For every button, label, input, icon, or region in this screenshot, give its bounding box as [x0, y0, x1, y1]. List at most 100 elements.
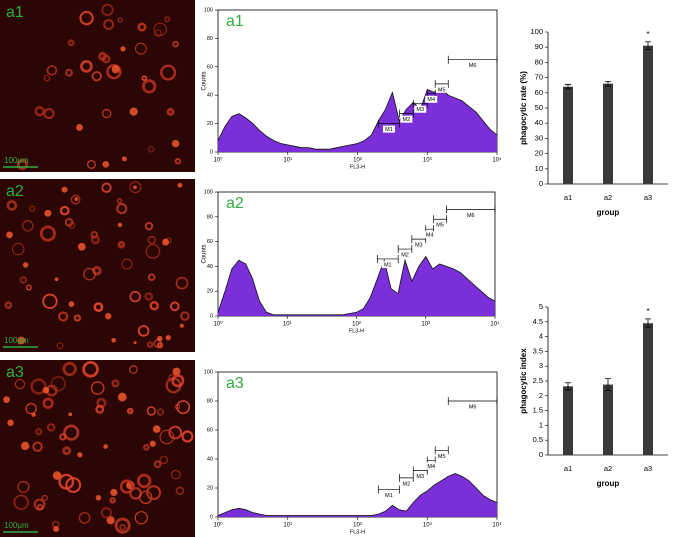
cell-core — [77, 242, 86, 251]
cell — [156, 408, 165, 416]
cell — [73, 314, 82, 322]
gate-label-bg — [425, 462, 438, 470]
cell — [129, 181, 142, 194]
cell — [159, 455, 169, 465]
gate-marker — [399, 473, 414, 482]
y-tick-label: 20 — [535, 149, 543, 158]
cell-core — [74, 197, 79, 201]
cell — [30, 378, 47, 395]
cell-core — [42, 386, 50, 394]
cell — [13, 494, 29, 511]
cell — [172, 40, 179, 48]
cell — [56, 342, 64, 350]
gate-marker — [397, 245, 413, 254]
y-tick-label: 100 — [204, 189, 213, 195]
cell-core — [52, 471, 62, 480]
cell-core — [21, 441, 30, 451]
area-fill — [218, 473, 497, 517]
micrograph — [0, 360, 195, 537]
area-fill — [218, 256, 495, 316]
significance-mark: * — [646, 307, 649, 316]
cell — [176, 400, 191, 414]
gate-label-bg — [382, 125, 395, 133]
cell — [25, 284, 32, 291]
gate-marker — [446, 205, 496, 214]
micrograph-background — [0, 0, 195, 172]
cell-core — [152, 425, 161, 433]
cell — [119, 479, 135, 494]
error-bar — [565, 84, 571, 90]
x-tick-label: 10³ — [423, 523, 432, 529]
y-tick-label: 90 — [535, 42, 543, 51]
cell — [39, 225, 56, 242]
cell — [80, 59, 93, 73]
y-tick-label: 2.5 — [533, 376, 543, 385]
gate-label-bg — [466, 403, 479, 410]
gate-marker — [399, 109, 414, 118]
cell — [143, 444, 150, 451]
cell-core — [3, 396, 10, 403]
y-tick-label: 20 — [207, 121, 213, 127]
micrograph — [0, 179, 195, 352]
cell-core — [106, 516, 115, 525]
gate-marker — [376, 254, 399, 263]
y-tick-label: 100 — [530, 27, 543, 36]
cell — [174, 157, 182, 165]
cell — [181, 430, 194, 443]
y-tick-label: 60 — [535, 88, 543, 97]
cell-core — [172, 367, 181, 376]
y-tick-label: 20 — [207, 289, 213, 295]
cell — [58, 473, 75, 490]
gate-marker — [378, 485, 400, 494]
gate-label-bg — [414, 472, 427, 480]
x-tick-label: 10⁰ — [213, 321, 223, 328]
cell — [175, 486, 185, 496]
y-tick-label: 50 — [535, 103, 543, 112]
cell — [153, 22, 168, 37]
cell — [46, 65, 58, 76]
y-axis-label: Counts — [202, 71, 208, 90]
gate-label: M4 — [427, 464, 435, 470]
cell — [166, 107, 175, 116]
micrograph — [0, 0, 195, 172]
cell — [159, 429, 175, 445]
cell — [17, 480, 30, 493]
cell — [90, 381, 105, 395]
bar — [563, 386, 573, 455]
gate-label: M1 — [385, 493, 393, 499]
x-axis-label: FL3-H — [350, 164, 365, 170]
cell — [109, 496, 116, 504]
cell-core — [31, 412, 36, 417]
x-axis-label: FL3-H — [350, 529, 365, 535]
cell — [91, 71, 102, 82]
y-tick-label: 0.5 — [533, 435, 543, 444]
gate-label: M1 — [385, 127, 393, 133]
y-tick-label: 40 — [207, 264, 213, 270]
gate-label: M5 — [438, 454, 446, 460]
gate-marker — [378, 119, 400, 128]
y-tick-label: 70 — [535, 73, 543, 82]
y-tick-label: 100 — [204, 369, 213, 375]
y-axis-label: phagocytic rate (%) — [519, 71, 528, 145]
cell — [14, 378, 26, 390]
cell — [79, 10, 94, 26]
gate-label: M2 — [401, 252, 409, 258]
cell — [101, 182, 112, 193]
cell-core — [171, 139, 180, 148]
x-tick-label: 10¹ — [283, 158, 292, 164]
cell — [29, 205, 36, 212]
cell — [144, 292, 154, 301]
gate-label-bg — [381, 260, 394, 268]
cell — [65, 68, 73, 77]
y-tick-label: 0 — [210, 149, 213, 155]
micrograph-background — [0, 179, 195, 352]
gate-label-bg — [400, 479, 413, 487]
histogram-outline — [217, 473, 498, 516]
cell — [160, 64, 177, 81]
gate-label-bg — [434, 221, 447, 229]
cell — [59, 205, 70, 216]
bar — [603, 384, 613, 455]
gate-label-bg — [400, 115, 413, 123]
cell-core — [6, 231, 13, 239]
scale-bar-label: 100μm — [4, 336, 29, 345]
